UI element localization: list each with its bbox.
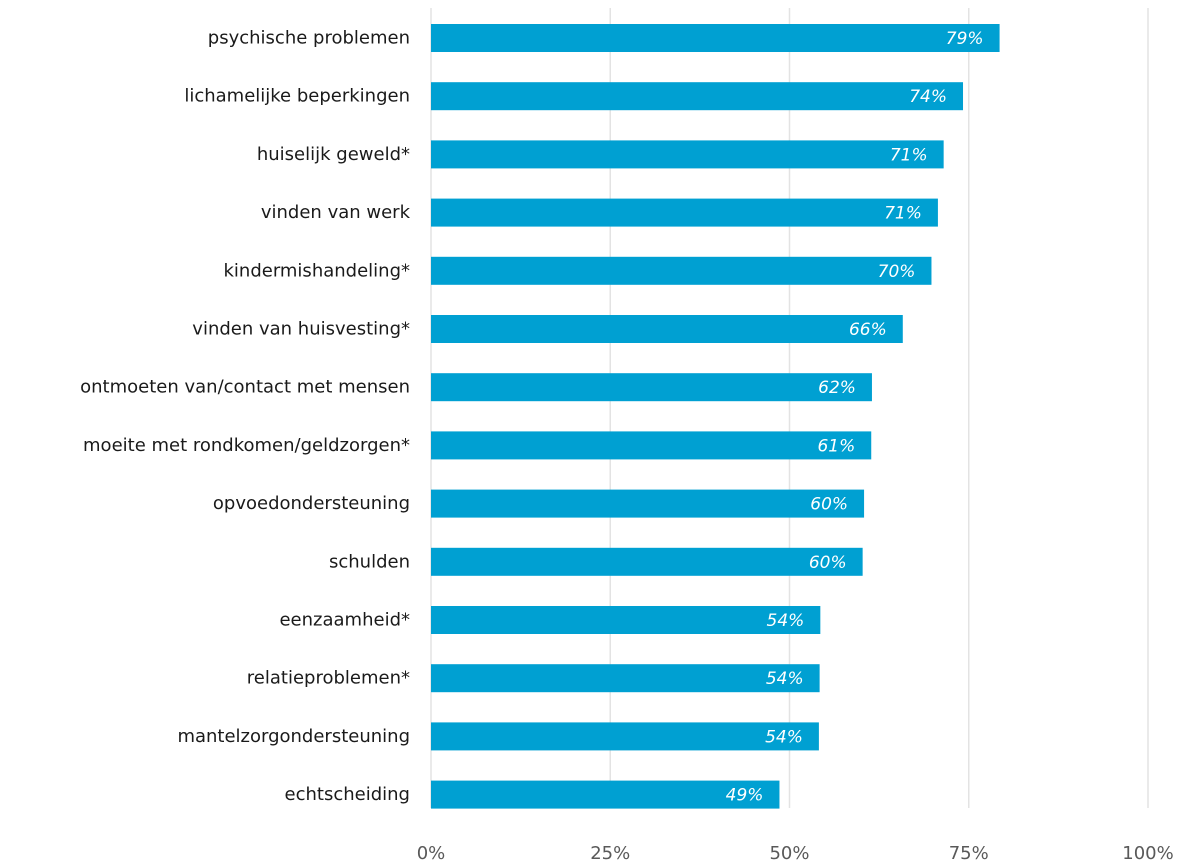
- category-label: eenzaamheid*: [279, 610, 410, 631]
- x-axis-tick-labels: 0% 25% 50% 75% 100%: [417, 843, 1174, 862]
- bar: [431, 547, 863, 576]
- bar: [431, 82, 964, 111]
- data-label: 54%: [765, 727, 803, 747]
- category-label: schulden: [329, 551, 410, 572]
- data-label: 79%: [946, 29, 984, 49]
- bar: [431, 722, 819, 751]
- data-label: 54%: [767, 611, 805, 631]
- category-label: lichamelijke beperkingen: [184, 86, 410, 107]
- category-labels: psychische problemen lichamelijke beperki…: [80, 28, 410, 806]
- bar: [431, 489, 865, 518]
- data-label: 61%: [817, 436, 855, 456]
- bars: [431, 24, 1000, 809]
- category-label: kindermishandeling*: [223, 260, 410, 281]
- category-label: opvoedondersteuning: [213, 493, 410, 514]
- category-label: ontmoeten van/contact met mensen: [80, 377, 410, 398]
- category-label: echtscheiding: [285, 784, 410, 805]
- data-label: 62%: [818, 378, 856, 398]
- data-label: 74%: [909, 87, 947, 107]
- data-label: 71%: [884, 204, 922, 224]
- bar: [431, 256, 932, 285]
- bar: [431, 315, 903, 343]
- bar: [431, 140, 944, 169]
- category-label: mantelzorgondersteuning: [177, 726, 410, 747]
- bar: [431, 24, 1000, 52]
- category-label: huiselijk geweld*: [257, 144, 410, 165]
- category-label: vinden van werk: [261, 202, 411, 223]
- x-tick-label: 25%: [590, 843, 630, 862]
- x-tick-label: 0%: [417, 843, 446, 862]
- bar: [431, 431, 872, 460]
- data-label: 60%: [809, 553, 847, 573]
- data-label: 66%: [849, 320, 887, 340]
- x-tick-label: 50%: [769, 843, 809, 862]
- category-label: relatieproblemen*: [247, 668, 410, 689]
- x-tick-label: 100%: [1122, 843, 1173, 862]
- bar: [431, 373, 872, 402]
- bar: [431, 198, 938, 227]
- category-label: psychische problemen: [208, 28, 410, 49]
- category-label: vinden van huisvesting*: [192, 319, 410, 340]
- category-label: moeite met rondkomen/geldzorgen*: [83, 435, 410, 456]
- bar: [431, 780, 780, 809]
- data-label: 70%: [878, 262, 916, 282]
- data-label: 60%: [810, 495, 848, 515]
- bar: [431, 606, 821, 634]
- data-label: 54%: [766, 669, 804, 689]
- x-tick-label: 75%: [949, 843, 989, 862]
- data-label: 49%: [726, 786, 764, 806]
- data-label: 71%: [890, 145, 928, 165]
- bar: [431, 664, 820, 693]
- data-labels: 79% 74% 71% 71% 70% 66% 62% 61% 60% 60% 54% 54% 54% 4…: [726, 29, 984, 806]
